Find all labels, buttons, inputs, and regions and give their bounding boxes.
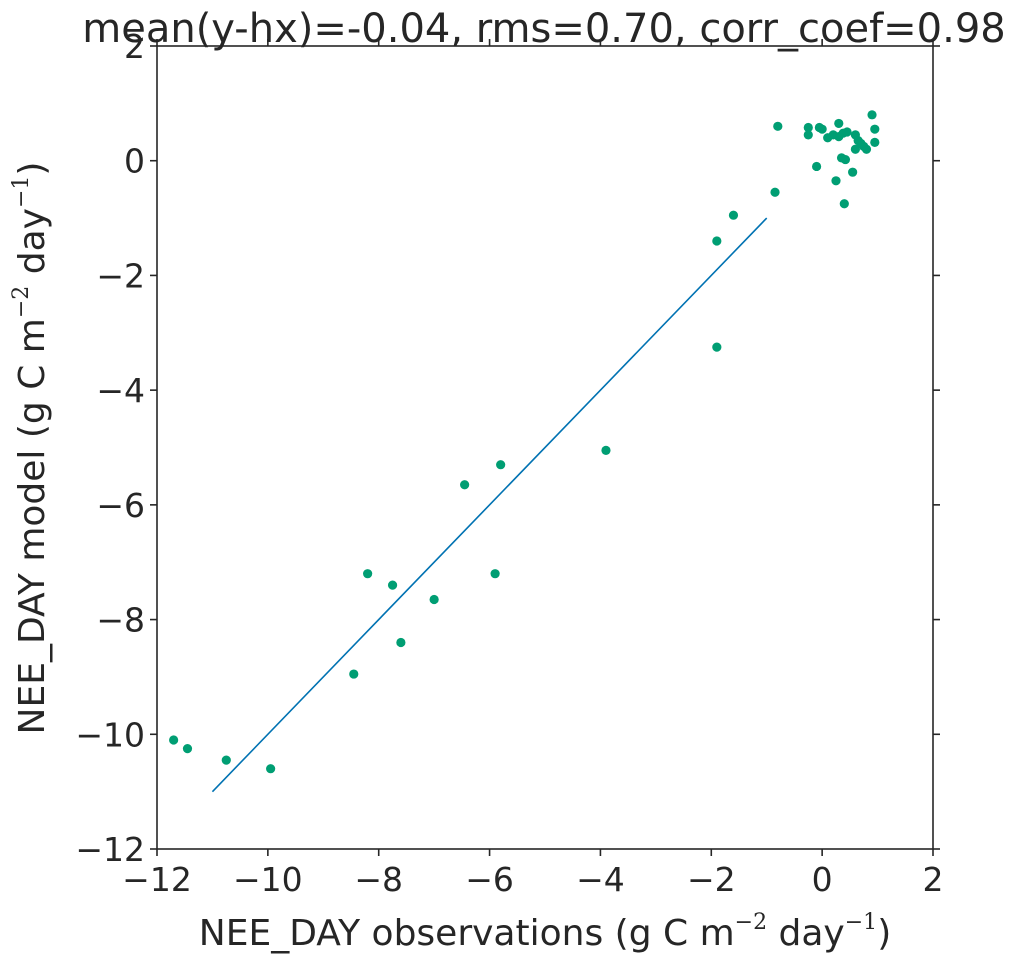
data-point-19 <box>803 130 813 140</box>
y-axis-title-exp2: −1 <box>9 176 34 208</box>
data-point-41 <box>870 124 880 134</box>
x-axis-title-end: ) <box>877 913 891 954</box>
data-point-6 <box>387 580 398 590</box>
data-point-0 <box>169 735 179 745</box>
y-axis-title-mid: day <box>12 208 53 286</box>
data-point-10 <box>490 569 500 579</box>
x-tick-label: 2 <box>923 860 944 899</box>
data-point-20 <box>812 161 822 172</box>
data-point-12 <box>601 445 611 455</box>
y-tick-label: −12 <box>75 830 145 869</box>
data-point-39 <box>861 144 872 154</box>
chart-title: mean(y-hx)=-0.04, rms=0.70, corr_coef=0.… <box>82 6 1005 52</box>
x-tick-label: −8 <box>354 860 403 899</box>
y-tick-label: −8 <box>96 601 145 640</box>
data-point-35 <box>850 144 861 154</box>
y-axis-title: NEE_DAY model (g C m−2 day−1) <box>9 162 53 735</box>
y-axis-title-exp1: −2 <box>9 286 34 318</box>
data-point-9 <box>460 480 470 490</box>
data-point-22 <box>817 124 827 134</box>
x-axis-title: NEE_DAY observations (g C m−2 day−1) <box>199 910 891 954</box>
x-axis-title-mid: day <box>767 913 845 954</box>
data-point-33 <box>848 167 858 177</box>
data-point-25 <box>831 176 841 186</box>
data-point-26 <box>834 118 844 129</box>
data-point-2 <box>221 755 231 765</box>
y-tick-label: −2 <box>96 256 145 295</box>
plot-marks <box>169 110 880 793</box>
data-point-14 <box>712 342 722 352</box>
x-tick-label: −10 <box>233 860 303 899</box>
x-tick-label: −6 <box>465 860 514 899</box>
x-tick-label: −12 <box>122 860 192 899</box>
data-point-15 <box>728 210 739 220</box>
data-point-1 <box>182 744 193 754</box>
reference-line <box>211 217 768 793</box>
data-point-42 <box>870 137 880 147</box>
y-tick-label: −6 <box>96 486 145 525</box>
data-point-30 <box>839 199 849 209</box>
data-point-16 <box>770 187 780 197</box>
data-point-4 <box>349 669 359 679</box>
y-tick-label: 0 <box>124 142 145 181</box>
axis-ticks: −12 −10 −8 −6 −4 −2 0 2 −12 −10 −8 −6 −4 −2 0 2 <box>75 27 943 899</box>
y-tick-label: −10 <box>75 715 145 754</box>
x-axis-title-main: NEE_DAY observations (g C m <box>199 913 735 954</box>
data-point-32 <box>842 127 852 137</box>
x-tick-label: −2 <box>687 860 736 899</box>
x-axis-title-exp2: −1 <box>845 910 877 935</box>
x-tick-label: −4 <box>576 860 625 899</box>
data-point-40 <box>867 110 877 120</box>
data-point-3 <box>266 764 276 774</box>
data-point-11 <box>496 460 506 470</box>
data-point-7 <box>396 637 406 648</box>
x-axis-title-exp1: −2 <box>735 910 767 935</box>
data-point-8 <box>429 594 439 605</box>
data-point-18 <box>803 122 813 133</box>
data-point-17 <box>773 121 783 131</box>
data-point-31 <box>840 154 851 165</box>
y-tick-label: 2 <box>124 27 145 66</box>
x-tick-label: 0 <box>812 860 833 899</box>
y-axis-title-end: ) <box>12 162 53 176</box>
data-point-13 <box>712 236 722 246</box>
y-axis-title-main: NEE_DAY model (g C m <box>12 318 53 734</box>
plot-frame <box>156 45 934 850</box>
y-tick-label: −4 <box>96 371 145 410</box>
data-point-5 <box>363 569 373 579</box>
